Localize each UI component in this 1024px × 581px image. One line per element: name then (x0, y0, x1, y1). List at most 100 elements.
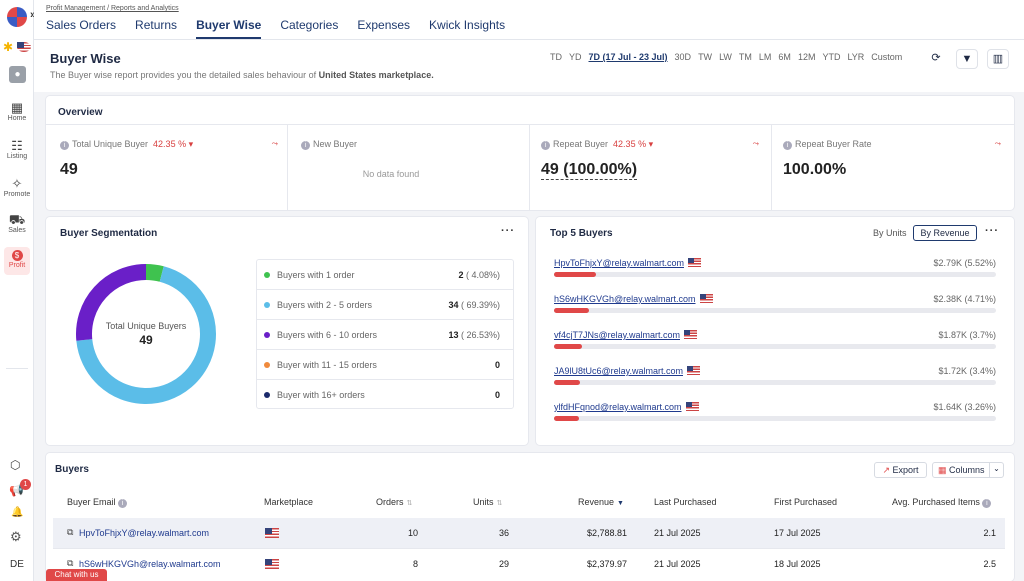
row-copy-icon[interactable]: ⧉ (67, 527, 74, 537)
top-buyer-email[interactable]: HpvToFhjxY@relay.walmart.com (554, 258, 701, 268)
trend-icon[interactable]: ⤳ (994, 139, 1001, 148)
range-tw[interactable]: TW (698, 52, 713, 62)
top5-card (536, 217, 1014, 445)
top-buyer-bar-fill (554, 416, 579, 421)
table-row[interactable]: ⧉ hS6wHKGVGh@relay.walmart.com 8 29 $2,3… (53, 548, 1005, 578)
segment-row[interactable]: Buyers with 6 - 10 orders 13 ( 26.53%) (256, 320, 514, 350)
segment-count: 13 ( 26.53%) (448, 330, 500, 340)
range-td[interactable]: TD (550, 52, 562, 62)
metric-total-unique-buyer: i Total Unique Buyer 42.35 % ▾ 49 ⤳ (60, 139, 278, 178)
range-12m[interactable]: 12M (797, 52, 816, 62)
segment-row[interactable]: Buyer with 16+ orders 0 (256, 380, 514, 410)
us-flag-icon[interactable] (17, 42, 31, 52)
export-button[interactable]: ↗ Export (874, 462, 927, 478)
range-lyr[interactable]: LYR (847, 52, 865, 62)
info-icon[interactable]: i (301, 141, 310, 150)
row-units: 29 (498, 559, 509, 569)
top-buyer-email[interactable]: vf4cjT7JNs@relay.walmart.com (554, 330, 697, 340)
col-header-revenue[interactable]: Revenue ▼ (578, 497, 624, 507)
avatar[interactable]: DE (10, 559, 24, 570)
row-email[interactable]: HpvToFhjxY@relay.walmart.com (79, 528, 209, 538)
top-buyer-bar-fill (554, 344, 582, 349)
col-header-orders[interactable]: Orders ⇅ (376, 497, 413, 507)
range-lw[interactable]: LW (719, 52, 732, 62)
refresh-button[interactable]: ⟳ (925, 49, 947, 69)
range-7d[interactable]: 7D (17 Jul - 23 Jul) (588, 52, 668, 62)
donut-slice[interactable] (76, 264, 147, 341)
legend-dot (264, 362, 270, 368)
rail-item-sales[interactable]: ⛟ Sales (0, 213, 34, 235)
tab-kwick-insights[interactable]: Kwick Insights (429, 18, 506, 32)
layout-button[interactable]: ▥ (987, 49, 1009, 69)
more-icon[interactable]: ··· (501, 225, 515, 237)
overview-card (46, 96, 1014, 210)
top-buyer-email[interactable]: ylfdHFqnod@relay.walmart.com (554, 402, 699, 412)
top-buyer-email[interactable]: JA9lU8tUc6@relay.walmart.com (554, 366, 701, 376)
box-icon[interactable]: ⬡ (10, 458, 21, 472)
range-custom[interactable]: Custom (871, 52, 903, 62)
columns-button[interactable]: ▦ Columns ⌄ (932, 462, 1004, 478)
us-flag-icon (684, 330, 697, 339)
settings-icon[interactable]: ⚙ (10, 529, 22, 544)
rail-item-home[interactable]: ▦ Home (0, 100, 34, 123)
top-buyer-row: HpvToFhjxY@relay.walmart.com $2.79K (5.52… (554, 258, 996, 288)
info-icon[interactable]: i (118, 499, 128, 508)
tab-categories[interactable]: Categories (280, 18, 339, 32)
row-email[interactable]: hS6wHKGVGh@relay.walmart.com (79, 559, 221, 569)
us-flag-icon (688, 258, 701, 267)
breadcrumb[interactable]: Profit Management / Reports and Analytic… (46, 5, 179, 12)
rail-item-promote[interactable]: ✧ Promote (0, 177, 34, 199)
rail-item-profit[interactable]: $ Profit (4, 247, 30, 275)
range-yd[interactable]: YD (569, 52, 582, 62)
col-header-first-purchased: First Purchased (774, 497, 838, 507)
metric-value[interactable]: 49 (100.00%) (541, 161, 638, 180)
row-copy-icon[interactable]: ⧉ (67, 558, 74, 568)
range-ytd[interactable]: YTD (822, 52, 841, 62)
tab-returns[interactable]: Returns (135, 18, 178, 32)
bell-icon[interactable]: 🔔 (11, 507, 24, 518)
col-header-units[interactable]: Units ⇅ (473, 497, 503, 507)
top-buyer-bar-fill (554, 272, 596, 277)
top-buyer-revenue: $1.64K (3.26%) (933, 402, 996, 412)
tab-buyer-wise[interactable]: Buyer Wise (196, 18, 262, 39)
rail-item-listing[interactable]: ☷ Listing (0, 139, 34, 161)
legend-dot (264, 392, 270, 398)
info-icon[interactable]: i (982, 499, 992, 508)
sort-icon[interactable]: ⇅ (496, 500, 503, 507)
expand-icon[interactable]: » (30, 9, 36, 21)
tab-sales-orders[interactable]: Sales Orders (46, 18, 117, 32)
range-lm[interactable]: LM (758, 52, 772, 62)
segment-row[interactable]: Buyer with 11 - 15 orders 0 (256, 350, 514, 380)
table-row[interactable]: ⧉ HpvToFhjxY@relay.walmart.com 10 36 $2,… (53, 518, 1005, 548)
chat-button[interactable]: Chat with us (46, 569, 107, 581)
trend-icon[interactable]: ⤳ (271, 139, 278, 148)
toggle-by-units[interactable]: By Units (873, 228, 907, 238)
donut-slice[interactable] (76, 266, 216, 404)
sort-desc-icon[interactable]: ▼ (617, 500, 624, 507)
info-icon[interactable]: i (541, 141, 550, 150)
top-buyer-email[interactable]: hS6wHKGVGh@relay.walmart.com (554, 294, 713, 304)
info-icon[interactable]: i (60, 141, 69, 150)
chevron-down-icon[interactable]: ⌄ (989, 462, 1003, 478)
col-header-last-purchased: Last Purchased (654, 497, 717, 507)
metric-separator (771, 125, 772, 210)
trend-icon[interactable]: ⤳ (752, 139, 759, 148)
row-avg-items: 2.5 (983, 559, 996, 569)
top-buyer-row: hS6wHKGVGh@relay.walmart.com $2.38K (4.71… (554, 294, 996, 324)
range-tm[interactable]: TM (738, 52, 752, 62)
home-icon: ▦ (10, 100, 24, 115)
range-30d[interactable]: 30D (674, 52, 692, 62)
toggle-by-revenue[interactable]: By Revenue (913, 225, 977, 241)
info-icon[interactable]: i (783, 141, 792, 150)
more-icon[interactable]: ··· (985, 225, 999, 237)
filter-button[interactable]: ▼ (956, 49, 978, 69)
tab-expenses[interactable]: Expenses (357, 18, 411, 32)
segment-row[interactable]: Buyers with 2 - 5 orders 34 ( 69.39%) (256, 290, 514, 320)
segment-row[interactable]: Buyers with 1 order 2 ( 4.08%) (256, 260, 514, 290)
app-logo[interactable] (7, 7, 27, 27)
range-6m[interactable]: 6M (778, 52, 791, 62)
donut-slice[interactable] (145, 264, 164, 282)
sort-icon[interactable]: ⇅ (406, 500, 413, 507)
user-icon[interactable]: ● (9, 66, 26, 83)
segment-label: Buyers with 6 - 10 orders (277, 330, 378, 340)
